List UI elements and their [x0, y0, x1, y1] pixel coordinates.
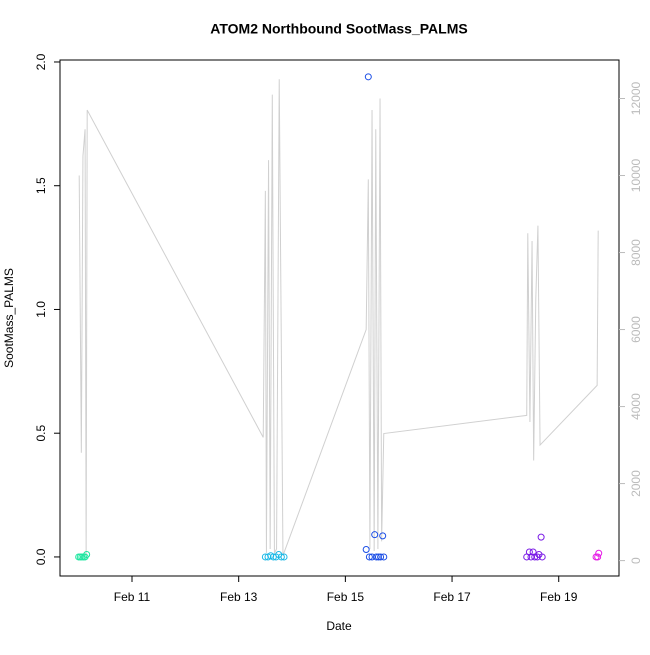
y-tick-label: 0.5	[34, 425, 48, 442]
y-tick-label: 2.0	[34, 53, 48, 70]
x-axis-label: Date	[326, 619, 352, 633]
altitude-line	[78, 79, 599, 556]
point	[377, 553, 385, 561]
y2-tick-label: 8000	[629, 239, 643, 266]
x-tick-label: Feb 17	[433, 590, 471, 604]
point	[380, 553, 388, 561]
chart-title: ATOM2 Northbound SootMass_PALMS	[210, 21, 467, 37]
y-tick-label: 1.5	[34, 177, 48, 194]
point	[365, 553, 373, 561]
y-tick-label: 0.0	[34, 548, 48, 565]
plot-box	[59, 59, 620, 577]
point	[525, 548, 533, 556]
point	[537, 533, 545, 541]
point	[371, 531, 379, 539]
x-tick-label: Feb 13	[220, 590, 258, 604]
y2-tick-label: 4000	[629, 393, 643, 420]
point	[374, 553, 382, 561]
point	[595, 549, 603, 557]
point	[362, 546, 370, 554]
point	[83, 550, 91, 558]
y2-tick-label: 0	[629, 557, 643, 564]
x-tick-label: Feb 11	[114, 590, 151, 604]
y-axis-label: SootMass_PALMS	[2, 268, 16, 368]
point	[280, 553, 288, 561]
x-tick-label: Feb 15	[327, 590, 365, 604]
y2-tick-label: 6000	[629, 316, 643, 343]
y2-tick-label: 10000	[629, 159, 643, 193]
y2-tick-label: 12000	[629, 81, 643, 115]
point	[538, 553, 546, 561]
x-tick-label: Feb 19	[540, 590, 578, 604]
point	[277, 553, 285, 561]
point	[529, 548, 537, 556]
y2-tick-label: 2000	[629, 470, 643, 497]
point	[364, 73, 372, 81]
point	[372, 553, 380, 561]
point	[594, 553, 602, 561]
y-tick-label: 1.0	[34, 301, 48, 318]
point	[379, 532, 387, 540]
